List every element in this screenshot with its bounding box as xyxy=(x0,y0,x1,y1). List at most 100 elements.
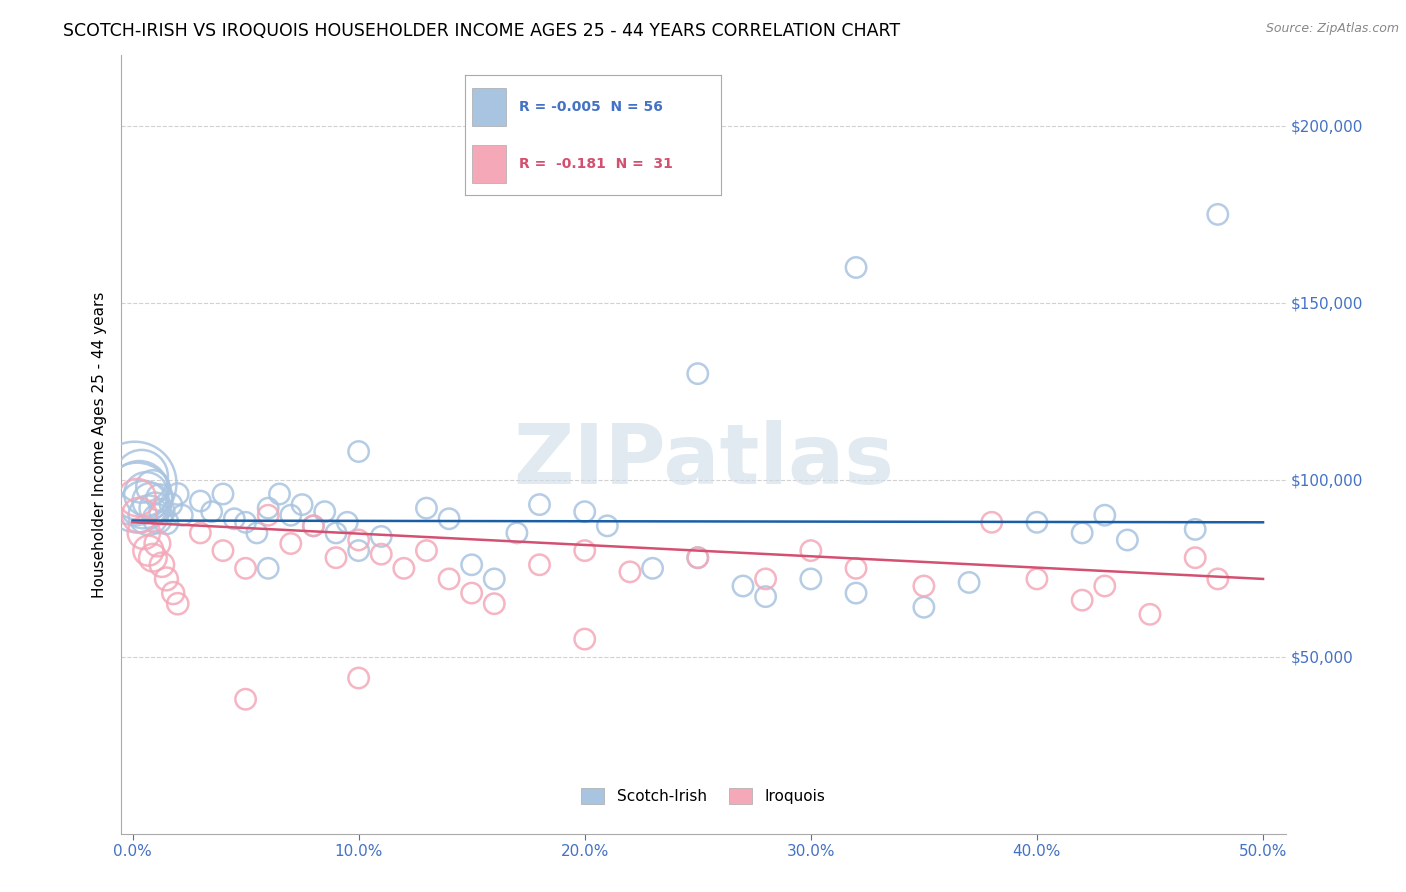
Point xyxy=(212,487,235,501)
Point xyxy=(529,558,551,572)
Point xyxy=(257,501,280,516)
Point xyxy=(437,512,460,526)
Point xyxy=(484,572,506,586)
Point xyxy=(142,480,165,494)
Point xyxy=(845,561,868,575)
Point xyxy=(731,579,754,593)
Point xyxy=(506,525,529,540)
Point xyxy=(347,533,370,547)
Point xyxy=(146,512,169,526)
Point xyxy=(166,487,188,501)
Point xyxy=(212,543,235,558)
Point xyxy=(128,483,150,498)
Point xyxy=(138,543,160,558)
Point xyxy=(1071,593,1094,607)
Point xyxy=(686,550,709,565)
Point xyxy=(224,512,246,526)
Point xyxy=(235,516,257,530)
Point xyxy=(128,508,150,523)
Point xyxy=(415,543,437,558)
Point xyxy=(912,579,935,593)
Point xyxy=(437,572,460,586)
Point xyxy=(132,525,155,540)
Point xyxy=(325,525,347,540)
Point xyxy=(574,505,596,519)
Point xyxy=(574,632,596,646)
Point xyxy=(370,547,392,561)
Point xyxy=(686,550,709,565)
Point xyxy=(149,491,172,505)
Point xyxy=(142,550,165,565)
Point xyxy=(1094,579,1116,593)
Point xyxy=(336,516,359,530)
Point xyxy=(314,505,336,519)
Point xyxy=(188,494,211,508)
Point xyxy=(845,260,868,275)
Point xyxy=(1071,525,1094,540)
Point xyxy=(1184,550,1206,565)
Point xyxy=(150,505,173,519)
Point xyxy=(302,519,325,533)
Point xyxy=(755,572,778,586)
Point xyxy=(162,586,184,600)
Point xyxy=(1116,533,1139,547)
Point xyxy=(800,572,823,586)
Point xyxy=(392,561,415,575)
Point xyxy=(596,519,619,533)
Point xyxy=(280,536,302,550)
Point xyxy=(325,550,347,565)
Point xyxy=(235,692,257,706)
Point xyxy=(980,516,1002,530)
Point xyxy=(641,561,664,575)
Text: SCOTCH-IRISH VS IROQUOIS HOUSEHOLDER INCOME AGES 25 - 44 YEARS CORRELATION CHART: SCOTCH-IRISH VS IROQUOIS HOUSEHOLDER INC… xyxy=(63,22,900,40)
Point xyxy=(257,561,280,575)
Point xyxy=(1184,522,1206,536)
Point xyxy=(291,498,314,512)
Point xyxy=(155,572,177,586)
Point xyxy=(957,575,980,590)
Point xyxy=(125,491,148,505)
Point xyxy=(800,543,823,558)
Point xyxy=(460,586,482,600)
Point xyxy=(845,586,868,600)
Point xyxy=(138,508,160,523)
Point xyxy=(302,519,325,533)
Legend: Scotch-Irish, Iroquois: Scotch-Irish, Iroquois xyxy=(575,782,831,811)
Point xyxy=(125,491,148,505)
Text: Source: ZipAtlas.com: Source: ZipAtlas.com xyxy=(1265,22,1399,36)
Point xyxy=(235,561,257,575)
Point xyxy=(415,501,437,516)
Point xyxy=(201,505,224,519)
Point xyxy=(124,476,146,491)
Point xyxy=(529,498,551,512)
Point xyxy=(347,671,370,685)
Point xyxy=(1139,607,1161,622)
Point xyxy=(1094,508,1116,523)
Point xyxy=(132,498,155,512)
Point xyxy=(257,508,280,523)
Point xyxy=(146,536,169,550)
Point xyxy=(1026,516,1049,530)
Point xyxy=(1206,207,1229,221)
Point xyxy=(131,469,153,483)
Point xyxy=(166,597,188,611)
Point xyxy=(143,501,166,516)
Point xyxy=(172,508,194,523)
Point xyxy=(188,525,211,540)
Point xyxy=(1206,572,1229,586)
Point xyxy=(1026,572,1049,586)
Y-axis label: Householder Income Ages 25 - 44 years: Householder Income Ages 25 - 44 years xyxy=(93,292,107,598)
Point xyxy=(574,543,596,558)
Point xyxy=(484,597,506,611)
Point xyxy=(460,558,482,572)
Point xyxy=(139,494,162,508)
Point xyxy=(347,444,370,458)
Point xyxy=(347,543,370,558)
Point xyxy=(160,498,183,512)
Point xyxy=(246,525,269,540)
Point xyxy=(280,508,302,523)
Point xyxy=(912,600,935,615)
Point xyxy=(619,565,641,579)
Point xyxy=(755,590,778,604)
Point xyxy=(150,558,173,572)
